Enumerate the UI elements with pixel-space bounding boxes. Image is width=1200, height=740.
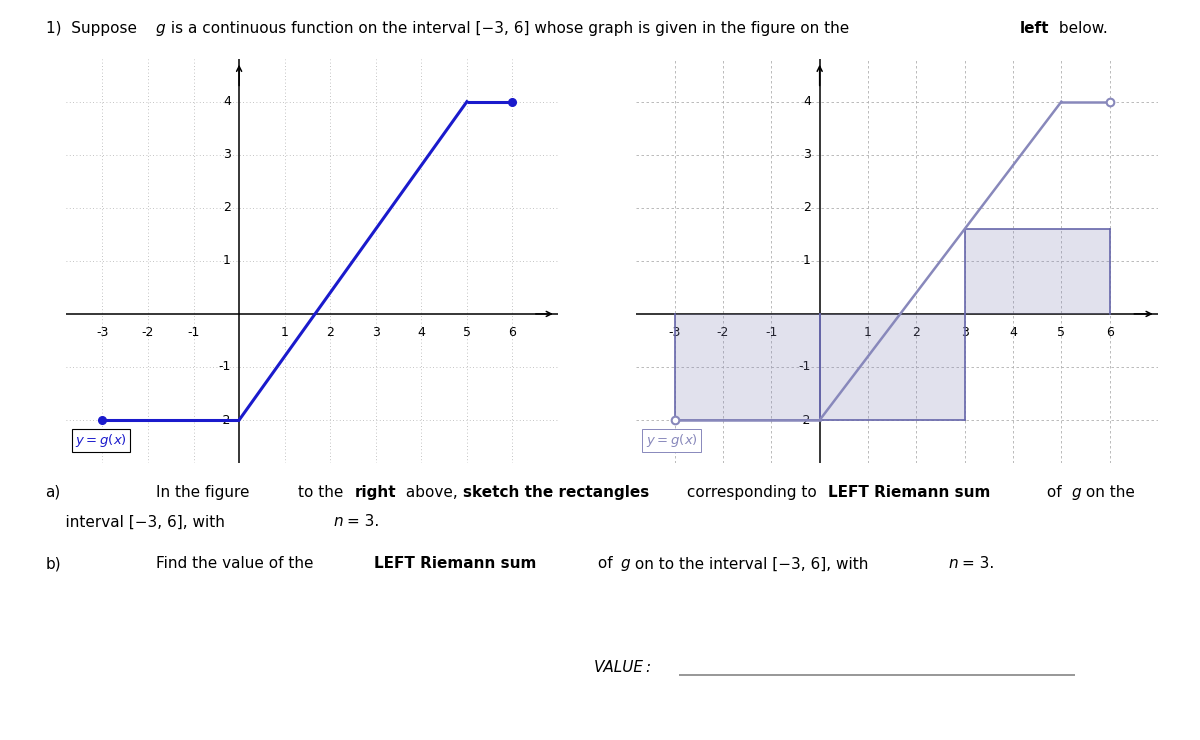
Text: is a continuous function on the interval [−3, 6] whose graph is given in the fig: is a continuous function on the interval… xyxy=(166,21,853,36)
Text: sketch the rectangles: sketch the rectangles xyxy=(463,485,649,500)
Text: 5: 5 xyxy=(463,326,470,339)
Text: on the: on the xyxy=(1081,485,1135,500)
Text: left: left xyxy=(1020,21,1050,36)
Text: 6: 6 xyxy=(509,326,516,339)
Text: below.: below. xyxy=(1054,21,1108,36)
Text: $y = g(x)$: $y = g(x)$ xyxy=(646,432,697,449)
Text: 5: 5 xyxy=(1057,326,1066,339)
Text: 3: 3 xyxy=(223,148,230,161)
Text: 3: 3 xyxy=(961,326,968,339)
Text: $y = g(x)$: $y = g(x)$ xyxy=(76,432,127,449)
Text: -2: -2 xyxy=(716,326,730,339)
Text: 2: 2 xyxy=(326,326,334,339)
Text: to the: to the xyxy=(298,485,348,500)
Text: on to the interval [−3, 6], with: on to the interval [−3, 6], with xyxy=(630,556,874,571)
Text: 2: 2 xyxy=(223,201,230,215)
Text: 1)  Suppose: 1) Suppose xyxy=(46,21,142,36)
Text: a): a) xyxy=(46,485,61,500)
Text: VALUE :: VALUE : xyxy=(594,660,652,675)
Text: g: g xyxy=(620,556,630,571)
Text: -1: -1 xyxy=(798,360,811,374)
Text: = 3.: = 3. xyxy=(344,514,379,529)
Text: -3: -3 xyxy=(96,326,109,339)
Text: -1: -1 xyxy=(218,360,230,374)
Text: 3: 3 xyxy=(372,326,379,339)
Text: b): b) xyxy=(46,556,61,571)
Text: 6: 6 xyxy=(1105,326,1114,339)
Bar xyxy=(820,314,965,420)
Text: = 3.: = 3. xyxy=(959,556,994,571)
Text: of: of xyxy=(1042,485,1066,500)
Text: 4: 4 xyxy=(223,95,230,108)
Text: of: of xyxy=(593,556,617,571)
Text: -1: -1 xyxy=(766,326,778,339)
Text: LEFT Riemann sum: LEFT Riemann sum xyxy=(828,485,990,500)
Text: 2: 2 xyxy=(912,326,920,339)
Text: In the figure: In the figure xyxy=(156,485,254,500)
Text: n: n xyxy=(948,556,958,571)
Text: above,: above, xyxy=(401,485,462,500)
Text: 1: 1 xyxy=(281,326,289,339)
Text: n: n xyxy=(334,514,343,529)
Text: interval [−3, 6], with: interval [−3, 6], with xyxy=(46,514,229,529)
Text: 2: 2 xyxy=(803,201,811,215)
Text: -2: -2 xyxy=(142,326,154,339)
Text: LEFT Riemann sum: LEFT Riemann sum xyxy=(374,556,536,571)
Text: 1: 1 xyxy=(223,255,230,267)
Text: -1: -1 xyxy=(187,326,199,339)
Text: g: g xyxy=(1072,485,1081,500)
Text: 4: 4 xyxy=(418,326,425,339)
Text: -2: -2 xyxy=(798,414,811,426)
Text: -2: -2 xyxy=(218,414,230,426)
Text: right: right xyxy=(355,485,397,500)
Text: Find the value of the: Find the value of the xyxy=(156,556,318,571)
Text: 1: 1 xyxy=(864,326,872,339)
Text: 4: 4 xyxy=(803,95,811,108)
Text: g: g xyxy=(156,21,166,36)
Bar xyxy=(674,314,820,420)
Text: 1: 1 xyxy=(803,255,811,267)
Text: 3: 3 xyxy=(803,148,811,161)
Text: corresponding to: corresponding to xyxy=(682,485,821,500)
Text: -3: -3 xyxy=(668,326,680,339)
Text: 4: 4 xyxy=(1009,326,1016,339)
Bar xyxy=(965,229,1110,314)
